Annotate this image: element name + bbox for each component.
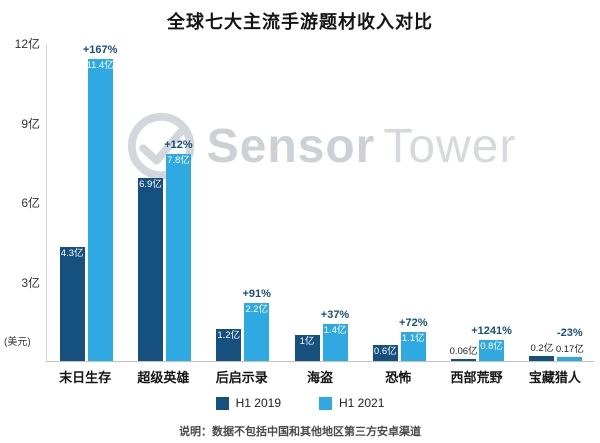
watermark-text-sensor: Sensor [206, 119, 376, 173]
bar-h1-2019 [137, 178, 163, 361]
bar-value-label: 0.2亿 [530, 342, 554, 354]
bar-value-label: 0.8亿 [480, 340, 503, 352]
change-percent-label: -23% [557, 326, 583, 339]
bar-value-label: 4.3亿 [60, 248, 84, 260]
x-axis-category-label: 末日生存 [59, 370, 112, 385]
bar-value-label: 1.4亿 [323, 324, 347, 336]
y-axis-unit-label: (美元) [4, 337, 31, 348]
watermark-text-tower: Tower [383, 119, 517, 173]
bar-h1-2019 [294, 334, 320, 361]
bar-h1-2021 [557, 356, 583, 361]
bar-h1-2021 [165, 154, 191, 361]
footer-note: 说明：数据不包括中国和其他地区第三方安卓渠道 [179, 426, 421, 438]
change-percent-label: +12% [164, 139, 193, 152]
change-percent-label: +91% [242, 287, 271, 300]
plot-area: Sensor Tower 4.3亿 11.4亿 +167% 6.9亿 7.8亿 +12% 1… [46, 44, 594, 362]
bar-h1-2021 [400, 331, 426, 361]
bar-h1-2021 [479, 339, 505, 361]
change-percent-label: +167% [82, 43, 118, 56]
x-axis-category-label: 宝藏猎人 [528, 370, 581, 385]
legend-label-h1-2019: H1 2019 [235, 396, 281, 410]
bar-value-label: 11.4亿 [86, 59, 114, 71]
bar-value-label: 0.06亿 [449, 346, 478, 358]
bar-value-label: 1亿 [299, 335, 315, 347]
bar-value-label: 0.17亿 [555, 343, 584, 355]
bar-h1-2019 [529, 355, 555, 361]
legend-item-h1-2019: H1 2019 [215, 396, 281, 410]
x-axis-category-label: 海盗 [306, 370, 334, 385]
bar-value-label: 7.8亿 [167, 155, 190, 167]
y-axis-tick-label: 12亿 [14, 37, 40, 51]
bar-value-label: 2.2亿 [245, 303, 269, 315]
bar-h1-2019 [451, 359, 477, 361]
y-axis-tick-label: 6亿 [21, 196, 40, 210]
x-axis-labels: 末日生存 超级英雄 后启示录 海盗 恐怖 西部荒野 宝藏猎人 [46, 367, 594, 385]
change-percent-label: +72% [399, 316, 428, 329]
y-axis: (美元) 3亿 6亿 9亿 12亿 [0, 37, 44, 362]
x-axis-category-label: 西部荒野 [450, 370, 503, 385]
bar-value-label: 1.1亿 [401, 332, 425, 344]
legend-label-h1-2021: H1 2021 [339, 396, 385, 410]
chart-title: 全球七大主流手游题材收入对比 [167, 12, 433, 32]
bar-value-label: 1.2亿 [217, 330, 241, 342]
legend-item-h1-2021: H1 2021 [319, 396, 384, 410]
x-axis-category-label: 超级英雄 [137, 370, 190, 385]
legend-swatch-h1-2021 [319, 396, 332, 410]
legend: H1 2019 H1 2021 [0, 396, 600, 410]
y-axis-tick-label: 3亿 [21, 275, 40, 290]
y-axis-tick-label: 9亿 [21, 116, 40, 131]
change-percent-label: +1241% [471, 324, 512, 337]
bar-h1-2021 [244, 302, 270, 361]
legend-swatch-h1-2019 [215, 396, 229, 410]
x-axis-category-label: 恐怖 [385, 370, 412, 385]
bar-h1-2019 [372, 345, 398, 361]
bar-value-label: 0.6亿 [373, 346, 397, 358]
bar-h1-2019 [216, 329, 242, 361]
bar-value-label: 6.9亿 [139, 179, 162, 191]
change-percent-label: +37% [320, 308, 350, 321]
bar-h1-2021 [87, 58, 113, 361]
x-axis-category-label: 后启示录 [215, 370, 268, 385]
bar-h1-2019 [59, 247, 85, 361]
bar-h1-2021 [322, 323, 348, 361]
